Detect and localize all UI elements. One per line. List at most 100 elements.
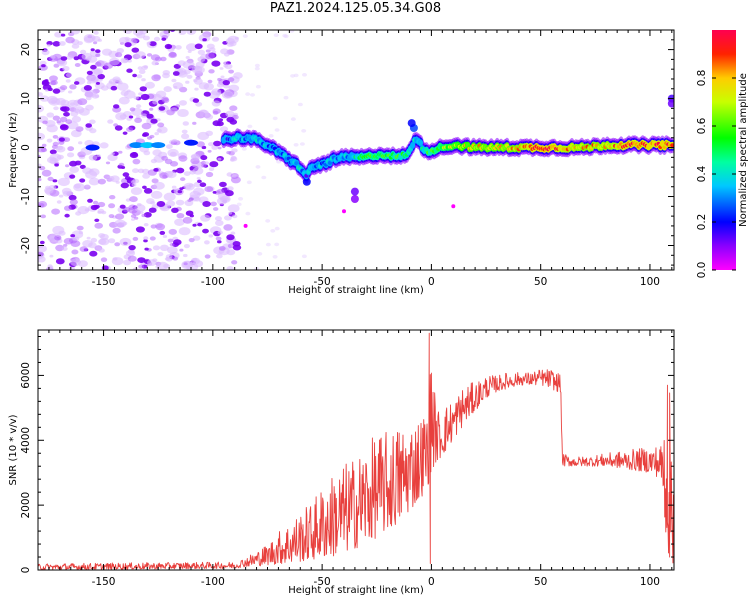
noise-speckle — [118, 96, 130, 105]
noise-speckle — [143, 239, 148, 243]
noise-speckle — [70, 258, 81, 267]
noise-speckle — [119, 237, 132, 247]
noise-speckle — [181, 129, 188, 134]
y-tick-label: -20 — [20, 237, 32, 254]
noise-speckle — [203, 91, 211, 97]
noise-speckle — [47, 176, 54, 182]
noise-speckle — [41, 49, 50, 56]
noise-speckle — [41, 169, 52, 177]
noise-speckle — [46, 112, 55, 118]
noise-speckle — [129, 107, 136, 112]
noise-speckle — [152, 100, 159, 105]
noise-speckle — [144, 247, 149, 251]
noise-speckle — [162, 235, 168, 238]
noise-speckle — [205, 52, 215, 60]
noise-speckle — [53, 106, 59, 111]
noise-speckle — [114, 219, 127, 228]
noise-speckle — [215, 220, 224, 226]
noise-speckle — [142, 173, 151, 179]
noise-speckle — [143, 223, 149, 227]
noise-speckle — [94, 61, 102, 67]
noise-speckle — [69, 174, 76, 179]
noise-speckle — [109, 195, 116, 200]
noise-speckle — [183, 69, 191, 75]
noise-speckle — [193, 235, 201, 241]
noise-speckle — [95, 53, 101, 58]
ridge-group — [220, 94, 674, 203]
noise-speckle — [257, 252, 263, 256]
noise-speckle — [134, 117, 143, 124]
noise-speckle — [115, 181, 120, 184]
noise-speckle — [120, 166, 126, 169]
noise-speckle — [202, 201, 211, 207]
noise-speckle — [113, 104, 120, 109]
noise-speckle — [122, 172, 130, 177]
noise-speckle — [290, 74, 296, 78]
noise-speckle — [146, 198, 155, 205]
noise-speckle — [139, 30, 148, 35]
noise-speckle — [217, 240, 222, 244]
noise-speckle — [142, 133, 148, 137]
noise-speckle — [86, 236, 91, 240]
noise-speckle — [105, 161, 111, 165]
noise-speckle — [143, 236, 149, 240]
noise-speckle — [301, 129, 307, 133]
noise-speckle — [217, 146, 222, 150]
noise-speckle — [227, 204, 240, 213]
noise-speckle — [69, 166, 79, 174]
noise-speckle — [265, 242, 271, 247]
noise-speckle — [74, 63, 81, 67]
noise-speckle — [49, 153, 62, 162]
noise-speckle — [163, 192, 176, 201]
noise-speckle — [197, 179, 202, 183]
noise-speckle — [132, 73, 138, 78]
noise-speckle — [169, 242, 175, 247]
ridge-peak-blob — [418, 140, 423, 145]
noise-speckle — [204, 254, 211, 259]
noise-speckle — [52, 179, 58, 183]
noise-speckle — [71, 249, 79, 255]
noise-speckle — [342, 209, 346, 214]
noise-speckle — [231, 148, 238, 153]
noise-speckle — [226, 234, 235, 241]
y-tick-label: 20 — [20, 43, 32, 56]
noise-speckle — [123, 259, 132, 266]
noise-speckle — [129, 196, 138, 203]
colorbar: 0.0 0.2 0.4 0.6 0.8 Normalized spectral ampl… — [696, 30, 749, 278]
noise-speckle — [137, 257, 146, 263]
noise-speckle — [192, 121, 197, 125]
noise-speckle — [78, 231, 84, 235]
ridge-blob — [129, 142, 144, 149]
noise-speckle — [272, 254, 278, 259]
snr-panel: -150 -100 -50 0 50 100 0 2000 4000 6000 Height of… — [8, 329, 675, 596]
noise-speckle — [131, 152, 138, 157]
x-tick-label: -100 — [201, 276, 225, 288]
noise-speckle — [115, 52, 123, 58]
noise-speckle — [232, 241, 241, 247]
noise-speckle — [164, 158, 173, 165]
noise-speckle — [205, 130, 213, 136]
noise-speckle — [52, 41, 61, 47]
noise-speckle — [220, 75, 225, 79]
noise-speckle — [226, 42, 234, 47]
noise-speckle — [210, 201, 217, 207]
noise-speckle — [156, 128, 162, 133]
noise-speckle — [154, 132, 159, 136]
noise-speckle — [229, 105, 238, 111]
noise-speckle-group — [38, 30, 456, 270]
noise-speckle — [207, 149, 212, 153]
noise-speckle — [132, 267, 139, 270]
noise-speckle — [54, 31, 63, 38]
noise-speckle — [229, 119, 238, 125]
noise-speckle — [220, 195, 231, 203]
noise-speckle — [183, 253, 188, 258]
noise-speckle — [141, 78, 146, 82]
noise-speckle — [114, 125, 123, 131]
colorbar-tick-label: 0.2 — [696, 214, 708, 231]
noise-speckle — [217, 77, 222, 82]
noise-speckle — [176, 167, 185, 174]
noise-speckle — [134, 216, 139, 220]
noise-speckle — [265, 219, 271, 223]
noise-speckle — [47, 87, 53, 92]
noise-speckle — [230, 176, 241, 184]
